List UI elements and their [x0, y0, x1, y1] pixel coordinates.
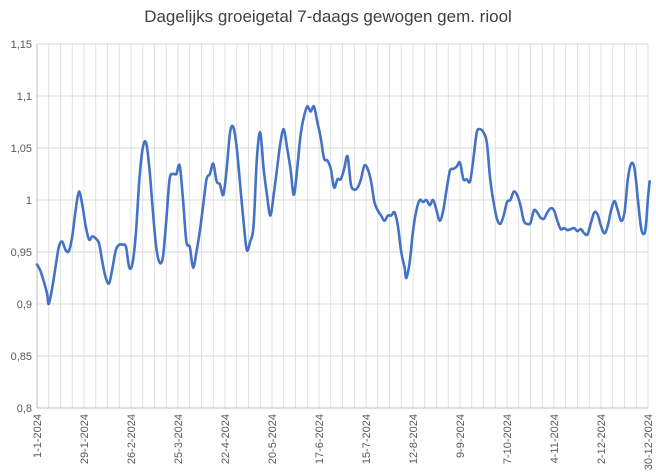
x-tick-label: 15-7-2024 [361, 414, 373, 464]
y-tick-label: 0,8 [17, 403, 32, 415]
x-tick-label: 30-12-2024 [643, 414, 655, 470]
y-tick-label: 1 [26, 195, 32, 207]
x-tick-label: 25-3-2024 [173, 414, 185, 464]
x-tick-label: 20-5-2024 [267, 414, 279, 464]
x-tick-label: 1-1-2024 [32, 414, 44, 458]
x-tick-label: 22-4-2024 [220, 414, 232, 464]
x-tick-label: 17-6-2024 [314, 414, 326, 464]
x-axis: 1-1-2024 29-1-2024 26-2-2024 25-3-2024 22-4-… [32, 407, 655, 470]
x-tick-label: 29-1-2024 [79, 414, 91, 464]
y-tick-label: 0,9 [17, 299, 32, 311]
vertical-gridlines [36, 44, 649, 408]
x-tick-label: 9-9-2024 [455, 414, 467, 458]
x-tick-label: 2-12-2024 [596, 414, 608, 464]
y-tick-label: 1,15 [11, 39, 32, 51]
y-tick-label: 1,1 [17, 91, 32, 103]
x-tick-label: 12-8-2024 [408, 414, 420, 464]
series-layer [35, 104, 651, 306]
y-tick-label: 1,05 [11, 143, 32, 155]
x-tick-label: 26-2-2024 [126, 414, 138, 464]
x-tick-label: 4-11-2024 [549, 414, 561, 463]
y-axis: 0,8 0,85 0,9 0,95 1 1,05 1,1 1,15 [11, 39, 38, 415]
y-tick-label: 0,95 [11, 247, 32, 259]
series-line [35, 104, 651, 306]
chart-title: Dagelijks groeigetal 7-daags gewogen gem… [144, 7, 512, 26]
y-tick-label: 0,85 [11, 351, 32, 363]
x-tick-label: 7-10-2024 [502, 414, 514, 464]
